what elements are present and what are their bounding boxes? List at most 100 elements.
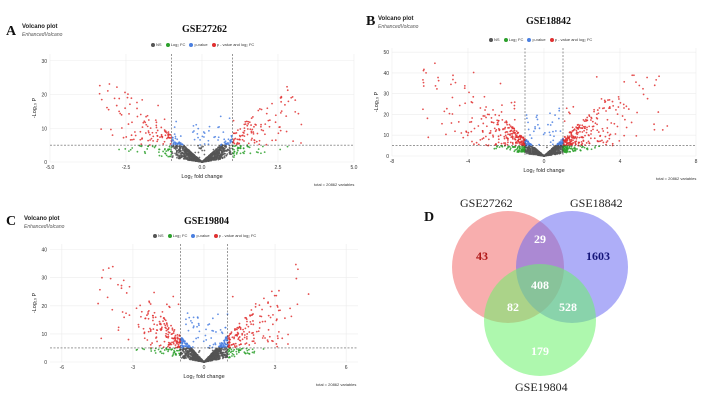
- volcano-point: [241, 338, 244, 341]
- volcano-point: [512, 131, 515, 134]
- volcano-point: [225, 352, 228, 354]
- volcano-point: [596, 123, 598, 126]
- volcano-point: [222, 153, 224, 156]
- volcano-point: [261, 308, 263, 311]
- volcano-point: [249, 128, 252, 131]
- volcano-point: [216, 155, 219, 158]
- volcano-point: [596, 129, 599, 132]
- volcano-point: [529, 134, 531, 136]
- volcano-point: [197, 151, 200, 154]
- volcano-point: [607, 99, 609, 101]
- volcano-point: [164, 319, 167, 322]
- volcano-point: [185, 323, 187, 326]
- volcano-point: [124, 148, 127, 150]
- volcano-point: [534, 147, 536, 150]
- volcano-point: [497, 135, 500, 138]
- volcano-point: [509, 141, 512, 144]
- volcano-point: [128, 112, 130, 115]
- volcano-point: [265, 143, 268, 146]
- volcano-point: [485, 106, 487, 108]
- volcano-point: [171, 329, 174, 331]
- volcano-point: [232, 139, 235, 142]
- volcano-point: [243, 123, 246, 126]
- volcano-point: [207, 139, 210, 142]
- volcano-point: [276, 304, 279, 307]
- volcano-point: [143, 348, 146, 351]
- volcano-point: [156, 140, 159, 143]
- volcano-point: [192, 353, 195, 356]
- volcano-point: [162, 143, 165, 145]
- volcano-point: [143, 332, 146, 335]
- volcano-point: [274, 139, 277, 142]
- volcano-point: [605, 110, 607, 112]
- volcano-point: [100, 128, 103, 131]
- volcano-point: [162, 320, 164, 323]
- volcano-point: [156, 129, 159, 132]
- volcano-point: [255, 140, 258, 143]
- volcano-point: [499, 134, 502, 137]
- volcano-point: [475, 141, 478, 144]
- volcano-point: [151, 145, 154, 148]
- volcano-point: [207, 357, 210, 359]
- volcano-point: [242, 131, 245, 134]
- volcano-point: [205, 339, 208, 341]
- volcano-point: [549, 134, 552, 137]
- volcano-point: [445, 133, 447, 136]
- volcano-point: [261, 337, 264, 339]
- volcano-point: [192, 325, 195, 328]
- volcano-point: [575, 140, 578, 143]
- volcano-point: [520, 140, 523, 143]
- volcano-point: [165, 348, 168, 351]
- volcano-point: [570, 133, 573, 135]
- volcano-point: [245, 323, 248, 326]
- volcano-point: [505, 120, 508, 123]
- volcano-point: [258, 321, 261, 324]
- volcano-point: [597, 112, 600, 115]
- volcano-point: [617, 106, 620, 108]
- volcano-point: [243, 330, 245, 333]
- volcano-point: [238, 339, 241, 342]
- volcano-point: [653, 84, 656, 87]
- volcano-point: [217, 356, 220, 359]
- volcano-point: [291, 96, 294, 98]
- legend-both-dot: [213, 233, 218, 238]
- volcano-point: [526, 146, 529, 149]
- volcano-point: [241, 134, 243, 137]
- volcano-point: [509, 147, 512, 150]
- volcano-point: [172, 332, 175, 334]
- volcano-point: [261, 320, 264, 323]
- volcano-point: [127, 123, 130, 125]
- volcano-point: [483, 115, 486, 117]
- volcano-point: [230, 153, 233, 156]
- volcano-point: [511, 136, 514, 139]
- volcano-point: [236, 129, 239, 132]
- volcano-point: [278, 289, 280, 292]
- volcano-footnote: total = 20862 variables: [316, 382, 357, 387]
- volcano-point: [122, 136, 125, 139]
- volcano-point: [223, 156, 226, 159]
- volcano-point: [559, 145, 562, 148]
- volcano-point: [197, 322, 200, 325]
- volcano-point: [558, 152, 561, 155]
- legend-both-dot: [211, 42, 216, 47]
- volcano-point: [482, 122, 485, 125]
- legend-p-dot: [189, 42, 194, 47]
- volcano-point: [233, 345, 236, 347]
- volcano-point: [199, 147, 201, 150]
- volcano-point: [171, 152, 174, 155]
- volcano-point: [177, 345, 180, 348]
- volcano-point: [178, 147, 181, 150]
- volcano-point: [152, 139, 155, 142]
- volcano-point: [481, 138, 484, 140]
- volcano-point: [190, 357, 193, 359]
- volcano-point: [229, 141, 232, 144]
- volcano-point: [111, 265, 114, 268]
- y-tick-label: 20: [41, 93, 47, 99]
- volcano-point: [243, 129, 246, 132]
- volcano-point: [515, 141, 518, 143]
- volcano-point: [247, 120, 250, 123]
- volcano-point: [117, 283, 119, 286]
- volcano-point: [198, 330, 201, 333]
- volcano-point: [501, 104, 503, 107]
- volcano-point: [554, 114, 556, 116]
